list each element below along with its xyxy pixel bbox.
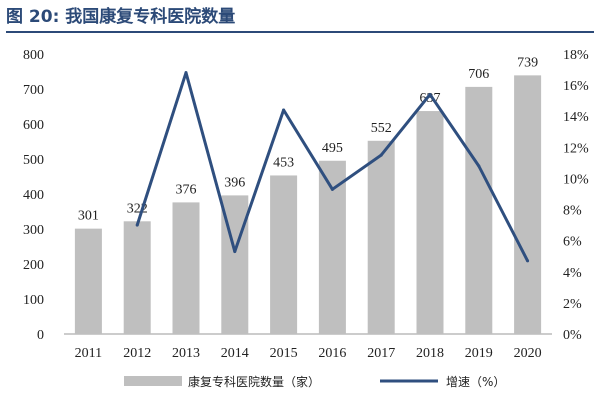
- right-axis: 0% 2% 4% 6% 8% 10% 12% 14% 16% 18%: [563, 48, 589, 343]
- growth-point-2017: [379, 153, 383, 157]
- bar-series: [74, 75, 542, 335]
- left-tick-label: 100: [23, 293, 44, 308]
- left-tick-label: 500: [23, 153, 44, 168]
- growth-point-2018: [428, 92, 432, 96]
- left-tick-label: 700: [23, 83, 44, 98]
- left-tick-label: 0: [37, 328, 44, 343]
- right-tick-label: 6%: [563, 235, 582, 250]
- legend-bar-swatch: [124, 376, 182, 386]
- x-tick-label: 2017: [367, 346, 395, 361]
- bar-2019: [465, 86, 493, 335]
- growth-point-2015: [282, 108, 286, 112]
- growth-point-2014: [233, 250, 237, 254]
- bar-value-label: 396: [224, 175, 245, 190]
- bar-value-label: 706: [468, 67, 489, 82]
- bar-2011: [74, 228, 102, 334]
- right-tick-label: 12%: [563, 141, 589, 156]
- left-tick-label: 400: [23, 188, 44, 203]
- bar-2015: [270, 175, 298, 334]
- bar-value-label: 453: [273, 155, 294, 170]
- x-tick-label: 2018: [416, 346, 444, 361]
- left-tick-label: 600: [23, 118, 44, 133]
- bar-2013: [172, 202, 200, 334]
- right-tick-label: 14%: [563, 110, 589, 125]
- legend: 康复专科医院数量（家） 增速（%）: [124, 374, 505, 389]
- growth-point-2019: [477, 164, 481, 168]
- x-tick-label: 2016: [318, 346, 346, 361]
- growth-point-2020: [526, 259, 530, 263]
- bar-value-label: 495: [322, 141, 343, 156]
- growth-point-2013: [184, 71, 188, 75]
- right-tick-label: 10%: [563, 172, 589, 187]
- x-tick-label: 2019: [465, 346, 493, 361]
- bar-2018: [416, 111, 444, 334]
- bar-2012: [123, 221, 151, 334]
- legend-bar-label: 康复专科医院数量（家）: [188, 374, 320, 389]
- x-tick-label: 2015: [270, 346, 298, 361]
- bar-value-label: 376: [176, 182, 197, 197]
- left-tick-label: 800: [23, 48, 44, 63]
- x-tick-label: 2011: [75, 346, 102, 361]
- right-tick-label: 4%: [563, 266, 582, 281]
- right-tick-label: 16%: [563, 79, 589, 94]
- bar-value-label: 552: [371, 121, 392, 136]
- x-tick-label: 2014: [221, 346, 249, 361]
- right-tick-label: 0%: [563, 328, 582, 343]
- bar-2020: [514, 75, 542, 334]
- right-tick-label: 18%: [563, 48, 589, 63]
- x-tick-label: 2013: [172, 346, 200, 361]
- x-tick-label: 2012: [123, 346, 151, 361]
- left-tick-label: 300: [23, 223, 44, 238]
- x-axis: 2011 2012 2013 2014 2015 2016 2017 2018 2019 2020: [75, 346, 542, 361]
- chart-title: 图 20: 我国康复专科医院数量: [6, 7, 236, 27]
- growth-point-2012: [135, 223, 139, 227]
- left-axis: 0 100 200 300 400 500 600 700 800: [23, 48, 44, 343]
- growth-point-2016: [330, 187, 334, 191]
- bar-value-label: 301: [78, 209, 99, 224]
- x-tick-label: 2020: [514, 346, 542, 361]
- legend-line-label: 增速（%）: [446, 375, 505, 389]
- right-tick-label: 2%: [563, 297, 582, 312]
- bar-2017: [367, 140, 395, 334]
- left-tick-label: 200: [23, 258, 44, 273]
- bar-value-label: 739: [517, 55, 538, 70]
- growth-line-series: [135, 71, 530, 263]
- title-divider: [6, 31, 594, 33]
- right-tick-label: 8%: [563, 204, 582, 219]
